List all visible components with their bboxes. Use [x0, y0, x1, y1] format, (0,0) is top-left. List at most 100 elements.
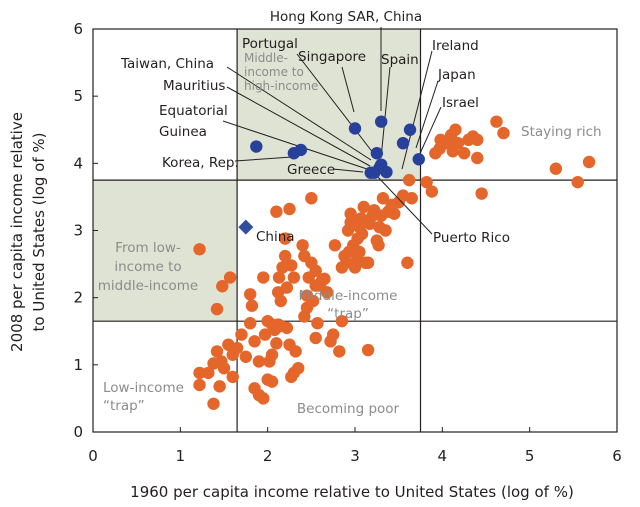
y-tick-label: 5 — [73, 87, 83, 105]
x-tick-label: 0 — [88, 447, 98, 465]
economy-label-puerto-rico: Puerto Rico — [433, 230, 510, 246]
economy-point — [379, 224, 392, 237]
economy-point — [571, 175, 584, 189]
economy-point — [471, 133, 484, 147]
economy-point — [213, 380, 226, 393]
economy-label: Israel — [442, 95, 479, 111]
economy-point — [248, 382, 261, 395]
economy-point — [320, 286, 334, 299]
economy-point — [280, 281, 294, 294]
region-label-becoming-poor: Becoming poor — [297, 401, 400, 417]
economy-point — [475, 187, 488, 200]
economy-point — [376, 192, 390, 205]
economy-point — [497, 126, 510, 140]
economy-point — [223, 271, 237, 284]
region-label-low-income-trap: Low-income — [103, 380, 184, 396]
economy-point — [265, 348, 279, 361]
highlighted-point — [250, 140, 263, 153]
highlighted-point — [396, 136, 410, 150]
region-label-middle-income-trap: “trap” — [327, 306, 369, 322]
economy-point — [261, 373, 274, 386]
economy-point — [210, 302, 224, 316]
economy-label: Singapore — [298, 49, 366, 65]
economy-label: Greece — [287, 162, 335, 178]
y-tick-label: 3 — [73, 222, 83, 240]
economy-label: Mauritius — [163, 78, 225, 94]
economy-point — [207, 397, 220, 410]
economy-point — [257, 271, 270, 284]
y-axis-title-line-2: to United States (log of %) — [30, 133, 48, 332]
economy-point — [258, 328, 272, 341]
china-marker — [238, 219, 254, 235]
economy-point — [457, 147, 471, 160]
x-tick-label: 4 — [438, 447, 448, 465]
leader-line — [380, 66, 391, 159]
economy-point — [252, 355, 266, 368]
economy-point — [193, 366, 206, 380]
highlighted-point — [375, 115, 388, 128]
economy-point — [311, 316, 324, 330]
economy-point — [490, 115, 503, 128]
economy-point — [244, 288, 257, 301]
y-tick-label: 2 — [73, 289, 83, 307]
y-tick-label: 4 — [73, 154, 83, 172]
leader-line — [415, 80, 439, 149]
economy-label: Hong Kong SAR, China — [270, 9, 422, 25]
economy-point — [335, 314, 349, 328]
economy-point — [274, 294, 287, 308]
economy-point — [357, 200, 370, 214]
economy-label: Portugal — [242, 36, 298, 52]
x-tick-label: 1 — [176, 447, 186, 465]
highlighted-point — [375, 158, 388, 171]
region-labels: From low-income to middle-income Middle-in… — [98, 51, 602, 417]
leader-line — [226, 86, 371, 167]
economy-point — [296, 239, 309, 252]
economy-point — [401, 256, 414, 269]
x-tick-label: 2 — [263, 447, 273, 465]
economy-point — [270, 205, 283, 218]
highlighted-points — [238, 115, 425, 235]
economy-point — [193, 243, 206, 256]
economy-label: Korea, Rep. — [162, 155, 239, 171]
economy-point — [326, 328, 340, 341]
economy-point — [193, 378, 206, 392]
economy-point — [549, 162, 563, 175]
economy-point — [248, 335, 261, 348]
economy-point — [420, 175, 433, 189]
leader-line — [341, 66, 355, 113]
economy-point — [270, 337, 283, 350]
economy-point — [280, 321, 294, 335]
economy-label-equatorial-guinea-line-1: Equatorial — [159, 103, 228, 119]
economy-point — [257, 392, 270, 405]
economy-point — [425, 185, 439, 198]
region-label-low-to-middle: income to — [114, 259, 181, 275]
y-tick-label: 0 — [73, 423, 83, 441]
region-label-low-to-middle: From low- — [115, 240, 181, 256]
economy-point — [582, 155, 596, 169]
axis-ticks: 0 1 2 3 4 5 6 0 1 2 3 4 5 6 — [73, 20, 621, 465]
economy-point — [333, 345, 346, 358]
region-label-middle-income-trap: Middle-income — [299, 288, 398, 304]
region-middle-to-high — [237, 29, 421, 181]
shaded-regions — [93, 29, 421, 322]
economy-point — [289, 345, 302, 358]
x-axis-title: 1960 per capita income relative to Unite… — [130, 483, 574, 501]
y-axis-title-line-1: 2008 per capita income relative — [8, 112, 26, 352]
economy-point — [239, 350, 253, 363]
economy-point — [207, 357, 220, 370]
economy-point — [245, 299, 259, 312]
economy-point — [318, 272, 331, 286]
economy-point — [402, 173, 416, 187]
economy-point — [305, 192, 318, 205]
economy-point — [210, 345, 224, 358]
leader-line — [234, 156, 293, 162]
economy-point — [244, 316, 257, 330]
economy-point — [278, 249, 292, 263]
leader-line — [296, 53, 378, 159]
economy-label: Taiwan, China — [120, 56, 214, 72]
leader-line — [332, 168, 364, 173]
economy-point — [361, 256, 375, 269]
region-label-low-to-middle: middle-income — [98, 278, 198, 294]
